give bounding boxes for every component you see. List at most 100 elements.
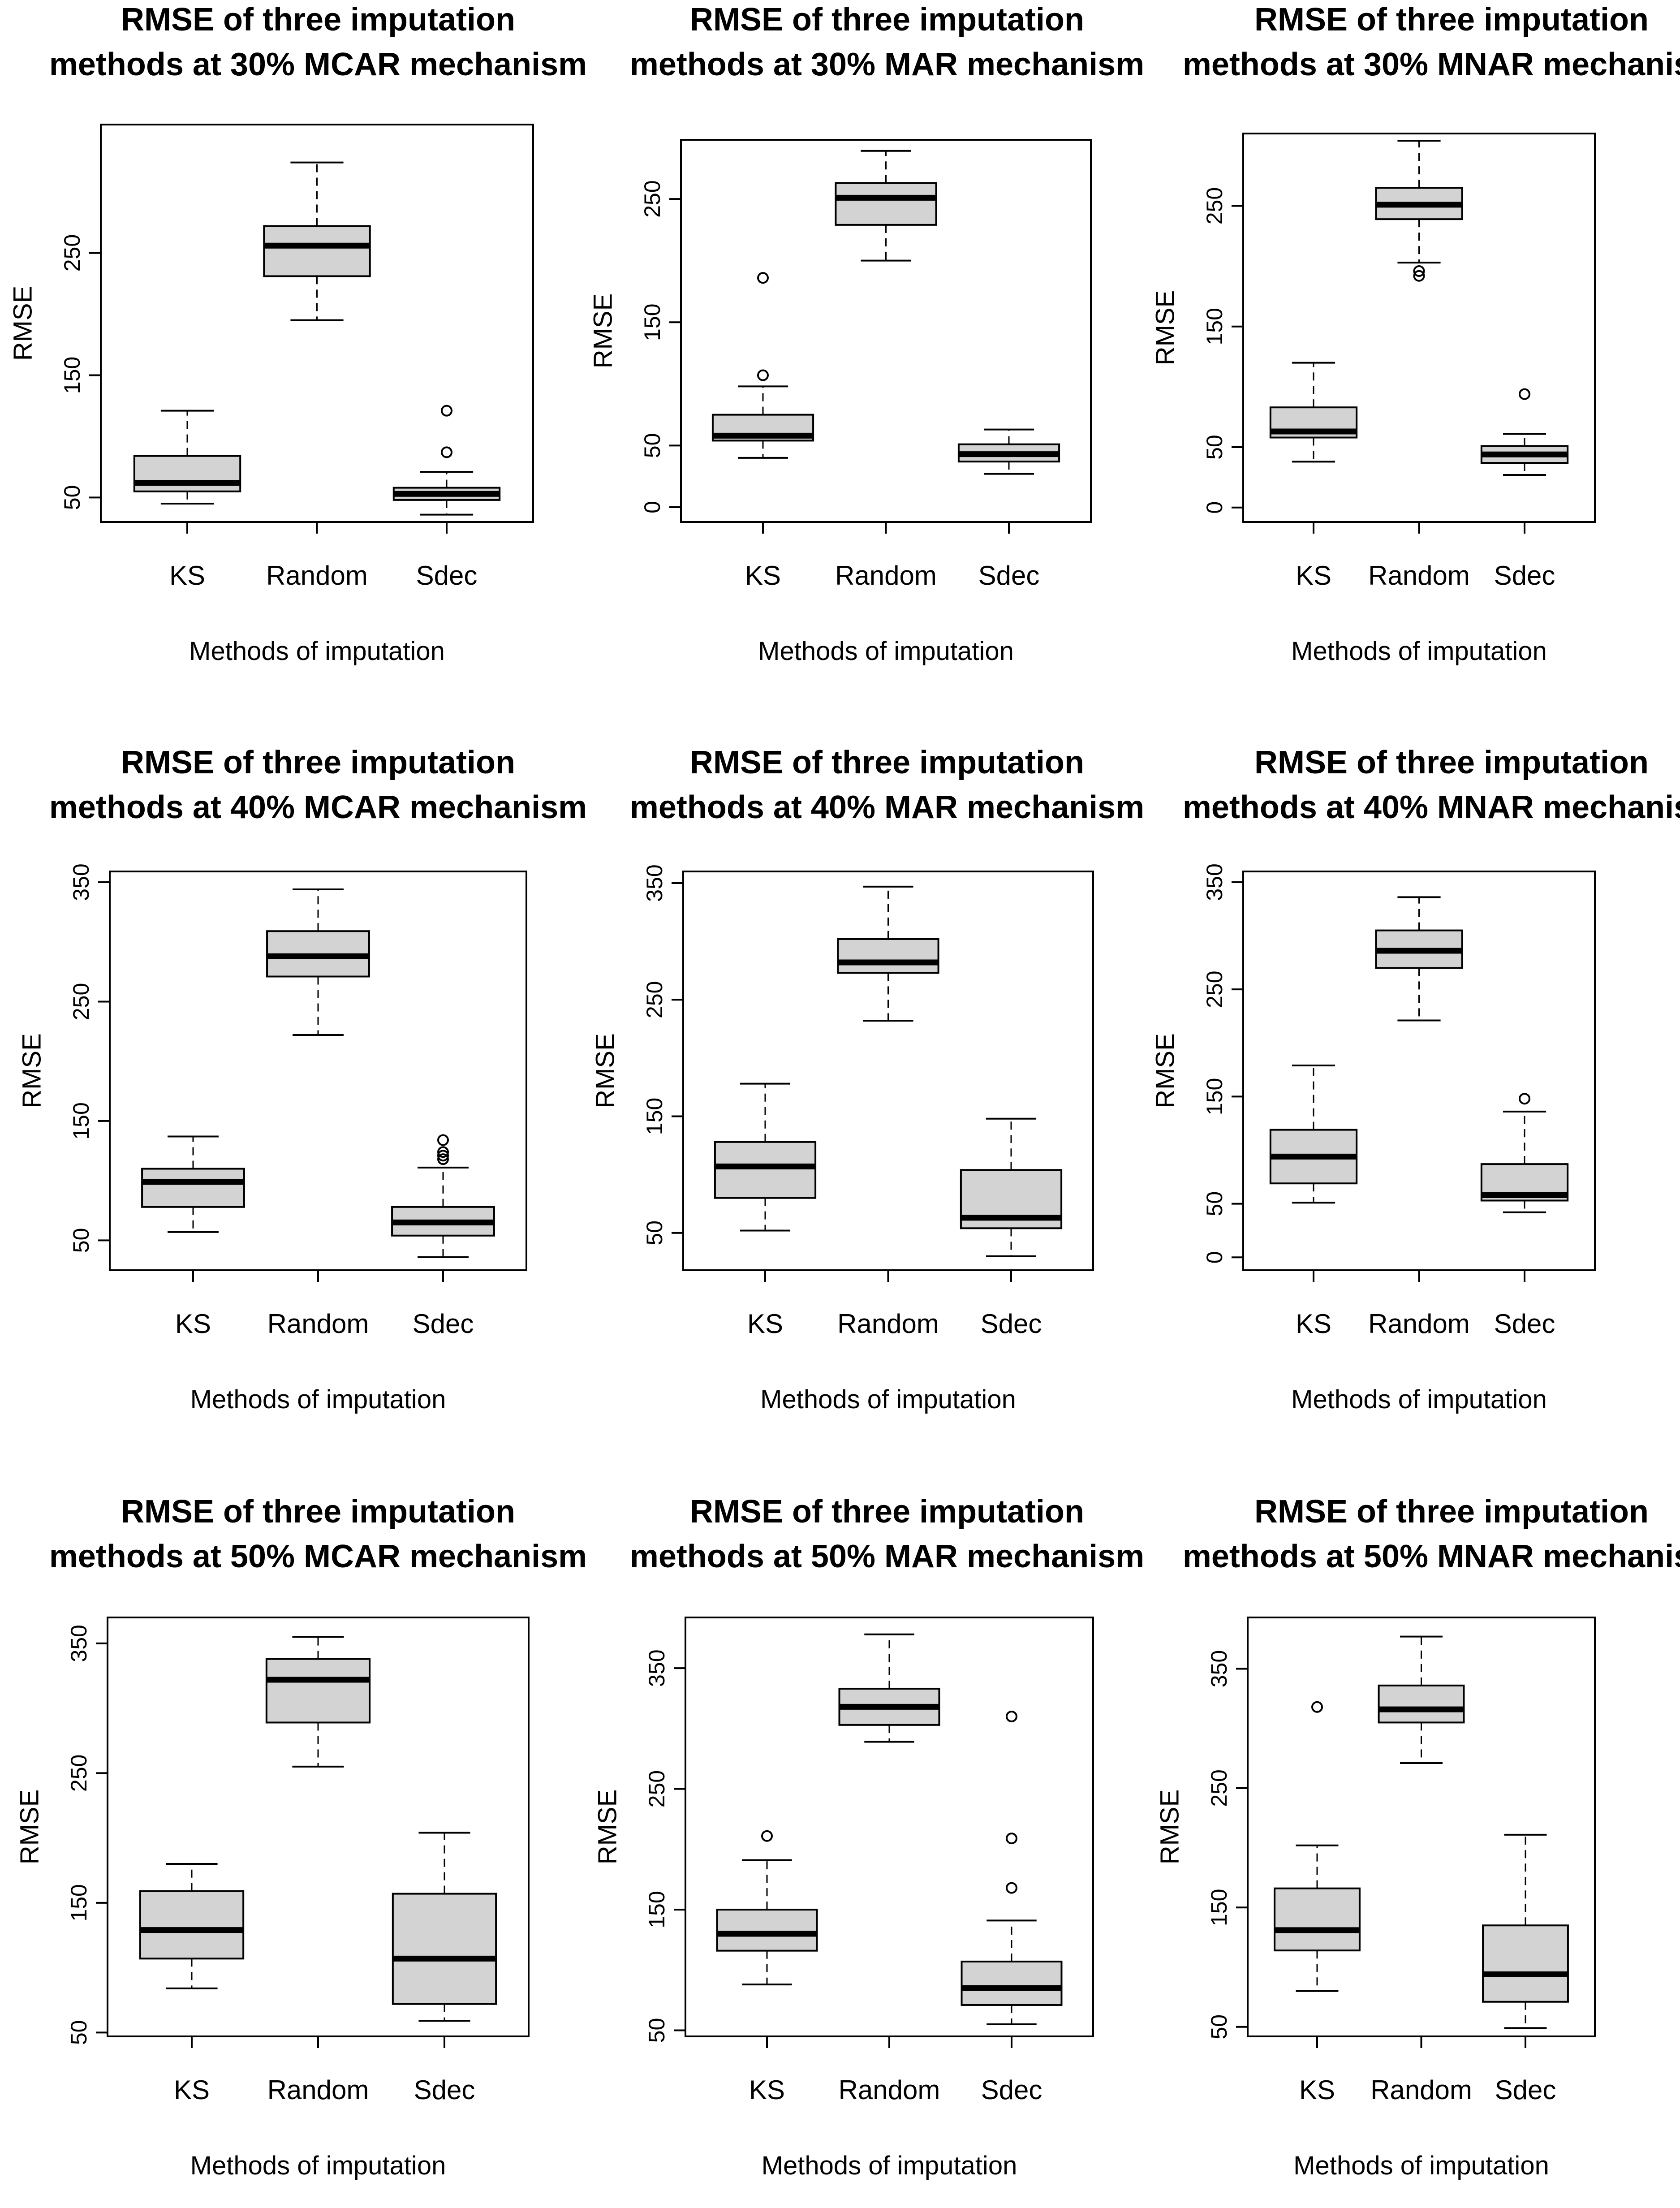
x-tick-label: Sdec xyxy=(1494,1309,1555,1339)
y-axis-label: RMSE xyxy=(593,1790,622,1865)
y-tick-label: 50 xyxy=(1206,2014,1232,2040)
outlier-point xyxy=(1519,388,1530,400)
y-tick-label: 0 xyxy=(1202,1251,1227,1264)
y-tick-label: 150 xyxy=(640,304,665,341)
outlier-point xyxy=(437,1153,449,1165)
x-tick-label: Random xyxy=(1368,561,1470,591)
iqr-box xyxy=(133,455,241,492)
chart-panel-5: RMSE of three imputation methods at 40% M… xyxy=(590,745,1144,1414)
y-tick-label: 250 xyxy=(66,1755,91,1792)
y-tick-label: 250 xyxy=(642,981,667,1018)
x-tick-label: KS xyxy=(1296,1309,1331,1339)
x-axis-label: Methods of imputation xyxy=(190,1385,446,1414)
box-ks: KS xyxy=(711,272,814,591)
x-tick-label: Sdec xyxy=(1494,561,1555,591)
x-axis-label: Methods of imputation xyxy=(762,2151,1017,2180)
box-sdec: Sdec xyxy=(392,405,501,591)
box-sdec: Sdec xyxy=(1480,388,1569,591)
box-ks: KS xyxy=(139,1863,245,2105)
chart-panel-7: RMSE of three imputation methods at 50% M… xyxy=(15,1494,587,2180)
y-axis-label: RMSE xyxy=(8,286,37,361)
x-tick-label: Random xyxy=(267,1309,369,1339)
chart-title-line-1: RMSE of three imputation xyxy=(690,1494,1084,1530)
chart-title-line-1: RMSE of three imputation xyxy=(1254,2,1649,38)
x-axis-label: Methods of imputation xyxy=(190,2151,446,2180)
outlier-point xyxy=(1006,1710,1017,1722)
y-tick-label: 250 xyxy=(1202,187,1227,224)
box-ks: KS xyxy=(1274,1701,1361,2105)
x-tick-label: Random xyxy=(837,1309,939,1339)
box-ks: KS xyxy=(1269,362,1358,591)
y-tick-label: 150 xyxy=(66,1884,91,1921)
y-axis-label: RMSE xyxy=(17,1033,46,1108)
chart-title-line-2: methods at 50% MCAR mechanism xyxy=(49,1539,587,1574)
outlier-point xyxy=(437,1146,449,1158)
y-tick-label: 50 xyxy=(642,1220,667,1246)
y-tick-label: 150 xyxy=(642,1098,667,1135)
y-tick-label: 150 xyxy=(1202,1078,1227,1115)
chart-title-line-1: RMSE of three imputation xyxy=(121,1494,515,1530)
y-tick-label: 250 xyxy=(60,234,85,272)
iqr-box xyxy=(1274,1887,1361,1952)
y-tick-label: 50 xyxy=(1202,1191,1227,1216)
iqr-box xyxy=(139,1890,245,1960)
x-tick-label: KS xyxy=(1296,561,1331,591)
chart-title-line-2: methods at 30% MNAR mechanism xyxy=(1183,47,1680,82)
y-tick-label: 50 xyxy=(640,433,665,458)
chart-title-line-2: methods at 40% MCAR mechanism xyxy=(49,789,587,825)
chart-panel-1: RMSE of three imputation methods at 30% M… xyxy=(8,2,587,666)
y-tick-label: 150 xyxy=(69,1102,94,1139)
outlier-point xyxy=(1006,1833,1017,1845)
box-sdec: Sdec xyxy=(961,1710,1063,2105)
iqr-box xyxy=(716,1909,818,1952)
iqr-box xyxy=(1378,1684,1465,1724)
x-tick-label: KS xyxy=(174,2075,210,2105)
chart-title-line-2: methods at 50% MNAR mechanism xyxy=(1183,1539,1680,1574)
x-tick-label: Sdec xyxy=(978,561,1040,591)
iqr-box xyxy=(961,1960,1063,2006)
x-tick-label: KS xyxy=(747,1309,783,1339)
box-random: Random xyxy=(838,1633,940,2105)
y-tick-label: 350 xyxy=(644,1649,669,1686)
iqr-box xyxy=(837,938,939,974)
y-tick-label: 0 xyxy=(1202,501,1227,514)
box-ks: KS xyxy=(133,410,241,591)
outlier-point xyxy=(437,1134,449,1146)
box-sdec: Sdec xyxy=(392,1832,497,2105)
y-tick-label: 350 xyxy=(69,863,94,901)
x-tick-label: Sdec xyxy=(981,2075,1042,2105)
chart-title-line-1: RMSE of three imputation xyxy=(690,745,1084,781)
y-tick-label: 0 xyxy=(640,501,665,513)
box-sdec: Sdec xyxy=(391,1134,495,1339)
y-axis-label: RMSE xyxy=(590,1033,620,1108)
x-tick-label: KS xyxy=(745,561,781,591)
iqr-box xyxy=(835,182,937,226)
x-tick-label: Random xyxy=(839,2075,940,2105)
outlier-point xyxy=(1311,1701,1323,1713)
y-tick-label: 250 xyxy=(69,983,94,1020)
box-random: Random xyxy=(1368,896,1470,1339)
x-tick-label: Sdec xyxy=(414,2075,475,2105)
outlier-point xyxy=(437,1150,449,1162)
y-axis-label: RMSE xyxy=(1155,1790,1184,1865)
x-tick-label: KS xyxy=(169,561,205,591)
y-tick-label: 150 xyxy=(1202,308,1227,345)
y-tick-label: 150 xyxy=(60,357,85,394)
x-axis-label: Methods of imputation xyxy=(758,637,1014,666)
y-tick-label: 350 xyxy=(642,864,667,901)
x-tick-label: Random xyxy=(267,2075,369,2105)
box-sdec: Sdec xyxy=(1480,1093,1569,1339)
outlier-point xyxy=(1519,1093,1530,1105)
y-tick-label: 50 xyxy=(644,2018,669,2043)
x-tick-label: KS xyxy=(1299,2075,1335,2105)
box-ks: KS xyxy=(714,1082,817,1339)
y-tick-label: 250 xyxy=(640,180,665,217)
y-axis-label: RMSE xyxy=(1150,290,1180,366)
outlier-point xyxy=(757,369,769,381)
x-tick-label: KS xyxy=(175,1309,211,1339)
box-random: Random xyxy=(265,1636,371,2105)
box-sdec: Sdec xyxy=(1482,1833,1569,2105)
box-ks: KS xyxy=(1269,1065,1358,1339)
x-tick-label: KS xyxy=(749,2075,785,2105)
chart-panel-6: RMSE of three imputation methods at 40% M… xyxy=(1150,745,1680,1414)
